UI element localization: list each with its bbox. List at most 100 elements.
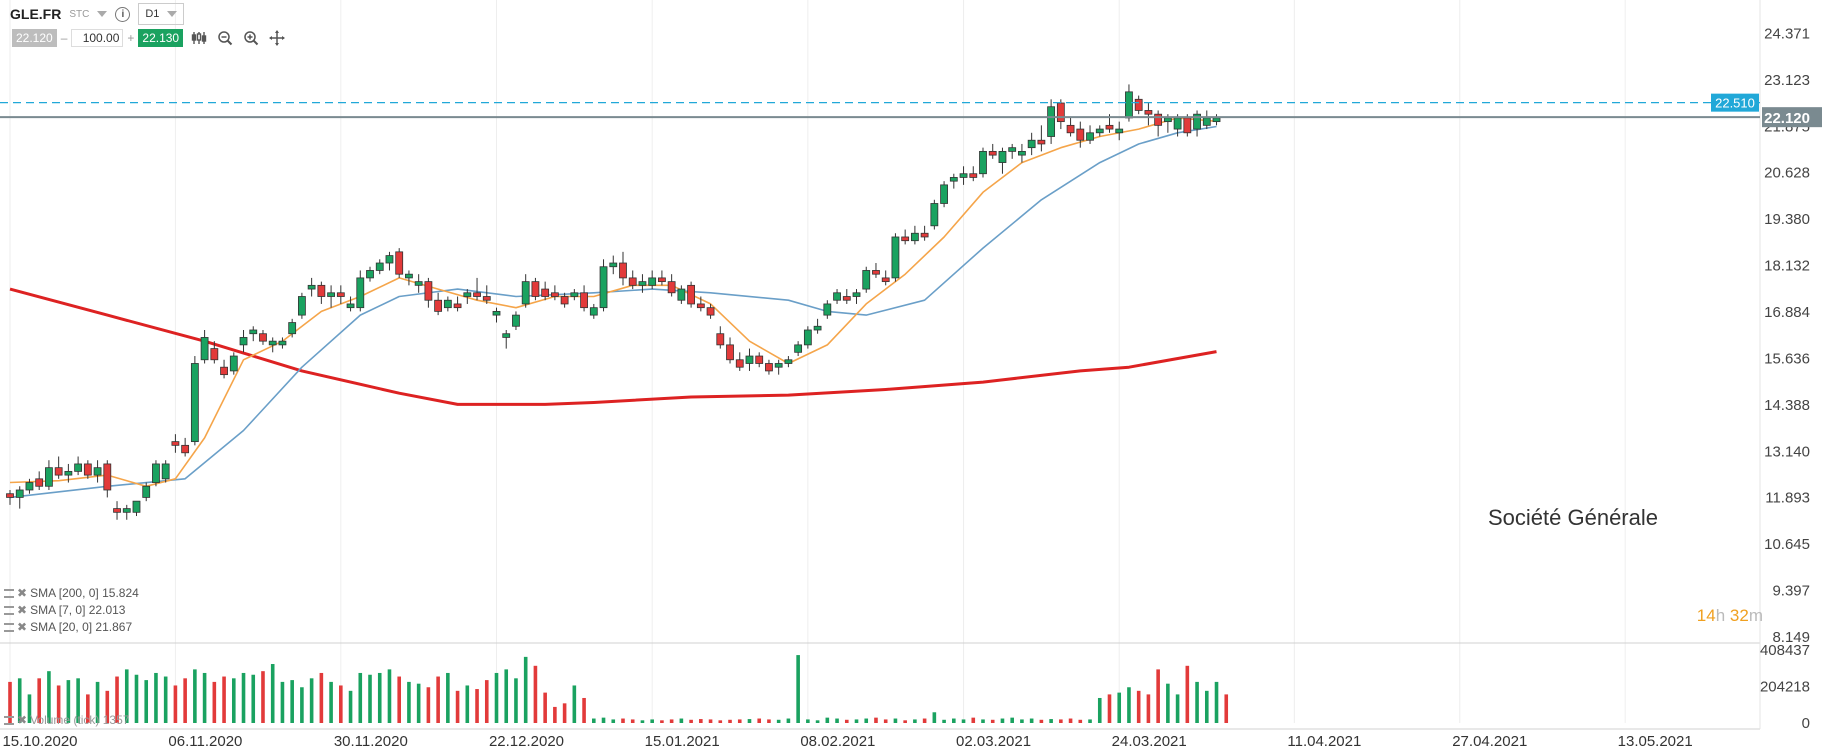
volume-bar — [37, 678, 41, 723]
candle-body — [930, 203, 939, 227]
candle-body — [249, 329, 258, 335]
legend-sma20[interactable]: ✖ SMA [20, 0] 21.867 — [4, 620, 132, 634]
volume-bar — [952, 718, 956, 723]
volume-bar — [776, 719, 781, 723]
settings-icon[interactable] — [4, 622, 14, 632]
decrease-quantity-button[interactable]: – — [60, 31, 68, 45]
volume-bar — [601, 717, 606, 723]
close-icon[interactable]: ✖ — [17, 713, 28, 727]
volume-bar — [1146, 694, 1151, 723]
zoom-in-icon[interactable] — [241, 28, 261, 48]
volume-bar — [747, 719, 752, 723]
settings-icon[interactable] — [4, 605, 14, 615]
candle-body — [482, 296, 491, 301]
volume-bar — [1204, 690, 1209, 723]
y-tick-label: 11.893 — [1765, 490, 1810, 507]
candle-body — [881, 277, 890, 283]
volume-bar — [699, 719, 703, 723]
volume-bar — [1107, 694, 1112, 723]
candle-body — [940, 184, 948, 204]
volume-bar — [173, 685, 178, 723]
chevron-down-icon[interactable] — [97, 11, 108, 17]
candle-body — [1018, 150, 1026, 156]
timer-hours: 14 — [1696, 606, 1716, 625]
candle-body — [64, 470, 73, 476]
volume-bar — [669, 719, 674, 723]
legend-volume[interactable]: ✖ Volume (tick) 1357 — [4, 713, 129, 727]
legend-sma200[interactable]: ✖ SMA [200, 0] 15.824 — [4, 586, 139, 600]
volume-bar — [212, 681, 217, 723]
candle-body — [726, 344, 734, 361]
sell-price-button[interactable]: 22.120 — [12, 29, 57, 47]
candle-body — [161, 463, 170, 480]
volume-bar — [611, 719, 616, 723]
volume-bar — [280, 681, 285, 723]
candle-body — [687, 284, 695, 305]
candle-body — [356, 277, 365, 309]
settings-icon[interactable] — [4, 588, 14, 598]
volume-bar — [922, 718, 927, 723]
volume-tick-label: 408437 — [1760, 642, 1810, 659]
zoom-out-icon[interactable] — [215, 28, 235, 48]
candle-body — [1212, 117, 1221, 123]
volume-bar — [815, 720, 820, 723]
candle-body — [45, 467, 53, 487]
settings-icon[interactable] — [4, 715, 14, 725]
x-tick-label: 06.11.2020 — [168, 733, 242, 750]
volume-bar — [300, 687, 304, 723]
increase-quantity-button[interactable]: + — [127, 31, 135, 45]
volume-bar — [553, 706, 557, 723]
volume-bar — [757, 718, 762, 723]
volume-bar — [1039, 719, 1044, 723]
volume-bar — [290, 680, 294, 723]
candle-body — [83, 463, 92, 476]
info-icon[interactable]: i — [115, 6, 131, 22]
candle-body — [93, 467, 102, 476]
candle-body — [375, 262, 384, 271]
timeframe-select[interactable]: D1 — [138, 3, 185, 25]
x-tick-label: 08.02.2021 — [800, 733, 875, 750]
legend-sma7[interactable]: ✖ SMA [7, 0] 22.013 — [4, 603, 125, 617]
volume-bar — [737, 719, 742, 723]
candlestick-type-icon[interactable] — [189, 28, 209, 48]
candle-body — [1008, 147, 1017, 152]
candle-body — [755, 355, 764, 364]
volume-bar — [1059, 719, 1063, 723]
volume-bar — [1214, 681, 1219, 723]
volume-bar — [1136, 690, 1141, 723]
timer-minutes-unit: m — [1748, 606, 1763, 625]
candle-body — [152, 463, 160, 483]
volume-bar — [1020, 719, 1024, 723]
candle-body — [434, 299, 443, 312]
candle-body — [979, 150, 987, 175]
volume-bar — [913, 719, 917, 723]
candle-body — [784, 359, 793, 364]
candle-body — [512, 314, 520, 327]
candle-body — [580, 292, 588, 309]
volume-bar — [786, 718, 791, 723]
close-icon[interactable]: ✖ — [17, 620, 28, 634]
candle-body — [229, 355, 238, 372]
volume-bar — [1000, 718, 1005, 723]
x-tick-label: 15.01.2021 — [645, 733, 720, 750]
volume-bar — [689, 719, 693, 723]
volume-bar — [1088, 719, 1092, 723]
volume-bar — [47, 671, 51, 723]
candle-body — [521, 281, 530, 305]
candle-body — [1095, 128, 1104, 134]
volume-bar — [348, 690, 353, 723]
close-icon[interactable]: ✖ — [17, 603, 28, 617]
crosshair-icon[interactable] — [267, 28, 287, 48]
close-icon[interactable]: ✖ — [17, 586, 28, 600]
candle-body — [969, 173, 978, 178]
y-tick-label: 14.388 — [1764, 397, 1810, 414]
y-tick-label: 13.140 — [1764, 443, 1810, 460]
buy-price-button[interactable]: 22.130 — [138, 29, 184, 47]
symbol-label[interactable]: GLE.FR — [10, 6, 62, 22]
candle-body — [842, 296, 851, 301]
volume-bar — [397, 676, 401, 723]
quantity-input[interactable]: 100.00 — [71, 29, 124, 47]
candle-body — [113, 508, 121, 513]
candle-body — [570, 292, 579, 297]
